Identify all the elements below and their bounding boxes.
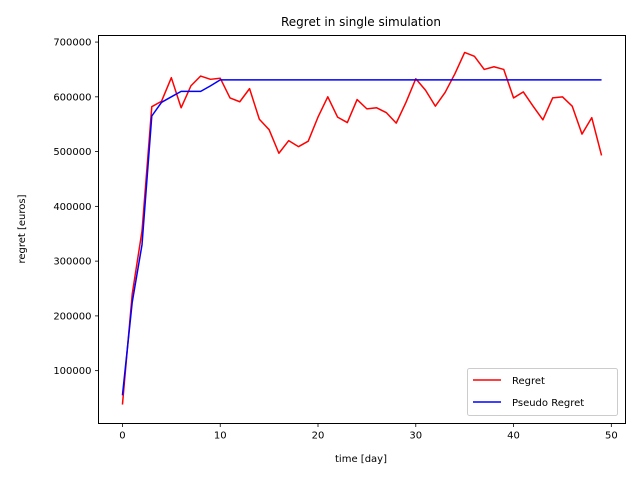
series-line-regret [121, 51, 603, 405]
y-tick-label: 100000 [53, 366, 91, 377]
ticks-layer: 0 10 20 30 40 50 100000 200000 300000 400000 50000… [53, 38, 617, 442]
x-tick-label: 30 [409, 431, 422, 442]
x-tick-label: 50 [605, 431, 618, 442]
x-tick-label: 0 [119, 431, 125, 442]
legend-box [467, 368, 618, 416]
y-tick-label: 600000 [53, 92, 91, 103]
x-tick-label: 40 [507, 431, 520, 442]
y-tick-label: 200000 [53, 311, 91, 322]
plot-frame [98, 35, 626, 424]
legend-label-pseudo-regret: Pseudo Regret [512, 398, 584, 409]
y-tick-label: 500000 [53, 147, 91, 158]
x-axis-label: time [day] [335, 454, 387, 465]
y-tick-label: 700000 [53, 38, 91, 49]
y-tick-label: 400000 [53, 202, 91, 213]
x-tick-label: 20 [312, 431, 325, 442]
x-tick-label: 10 [214, 431, 227, 442]
series-layer [121, 51, 603, 405]
legend: Regret Pseudo Regret [467, 368, 618, 416]
y-tick-label: 300000 [53, 257, 91, 268]
y-axis-label: regret [euros] [17, 194, 28, 263]
series-line-pseudo-regret [121, 79, 602, 396]
chart-title: Regret in single simulation [281, 15, 441, 29]
legend-label-regret: Regret [512, 376, 545, 387]
